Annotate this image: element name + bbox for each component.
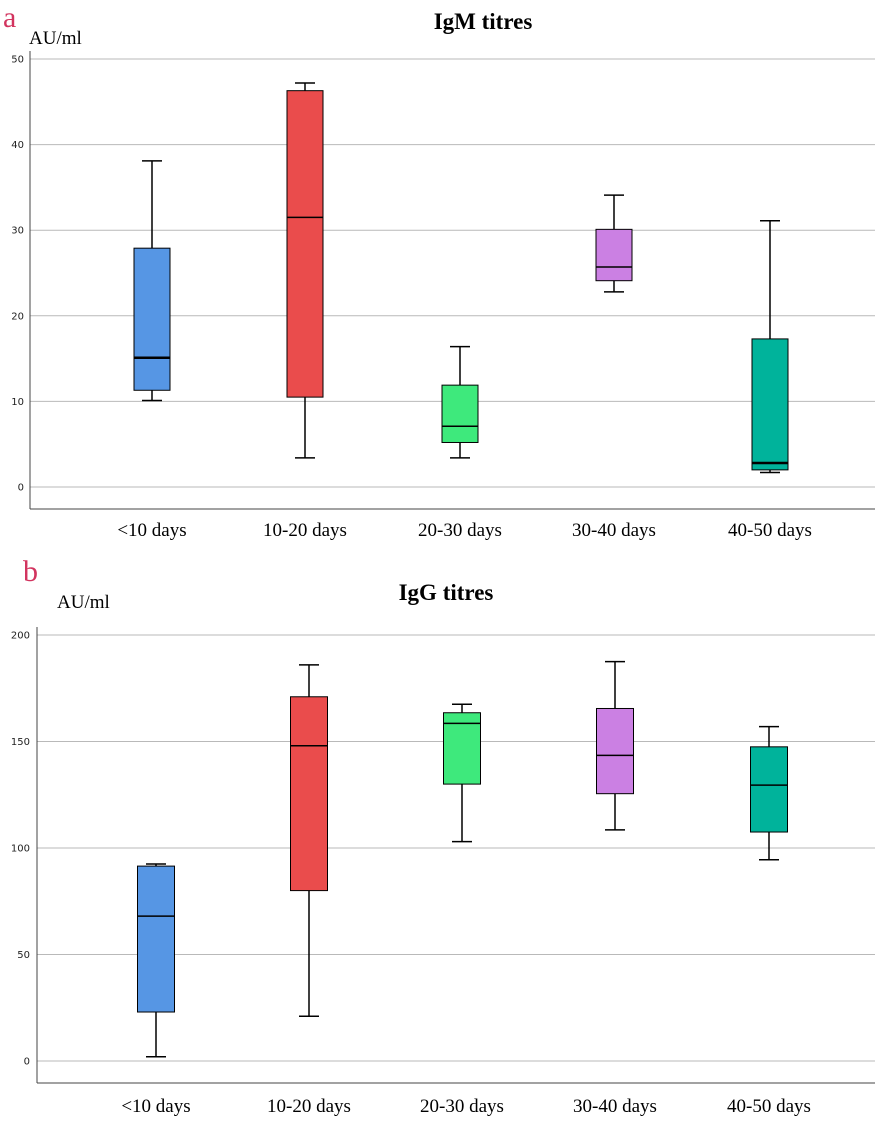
chart-a-x-ticks: <10 days 10-20 days 20-30 days 30-40 days 40… bbox=[117, 520, 812, 541]
box-plot-1 bbox=[290, 664, 328, 1018]
panel-b-igg-chart: b IgG titres AU/ml 0 50 100 150 200 <10 days… bbox=[11, 555, 875, 1117]
y-tick-label: 0 bbox=[18, 483, 24, 494]
chart-a-y-unit: AU/ml bbox=[29, 28, 82, 49]
x-tick-label: 30-40 days bbox=[573, 1096, 657, 1117]
box-plot-0 bbox=[137, 863, 175, 1058]
box-plot-1 bbox=[286, 82, 324, 459]
x-tick-label: 30-40 days bbox=[572, 520, 656, 541]
iqr-box bbox=[750, 746, 788, 833]
chart-a-title: IgM titres bbox=[434, 9, 533, 34]
y-tick-label: 200 bbox=[11, 631, 30, 642]
x-tick-label: 20-30 days bbox=[420, 1096, 504, 1117]
y-tick-label: 50 bbox=[11, 55, 24, 66]
iqr-box bbox=[137, 865, 175, 1013]
panel-a-letter: a bbox=[3, 1, 16, 34]
iqr-box bbox=[290, 696, 328, 892]
panel-a-igm-chart: a IgM titres AU/ml 0 10 20 30 40 50 <10 days 1… bbox=[3, 1, 875, 541]
x-tick-label: 10-20 days bbox=[267, 1096, 351, 1117]
x-tick-label: <10 days bbox=[117, 520, 186, 541]
chart-b-axes bbox=[36, 627, 875, 1084]
chart-b-y-unit: AU/ml bbox=[57, 592, 110, 613]
iqr-box bbox=[441, 384, 479, 443]
y-tick-label: 10 bbox=[11, 397, 24, 408]
x-tick-label: 40-50 days bbox=[728, 520, 812, 541]
chart-a-boxes bbox=[133, 82, 789, 474]
panel-b-letter: b bbox=[23, 555, 38, 588]
chart-b-title: IgG titres bbox=[399, 580, 494, 605]
y-tick-label: 0 bbox=[24, 1057, 30, 1068]
iqr-box bbox=[286, 90, 324, 398]
iqr-box bbox=[595, 228, 633, 282]
y-tick-label: 40 bbox=[11, 140, 24, 151]
y-tick-label: 50 bbox=[17, 950, 30, 961]
box-plot-0 bbox=[133, 160, 171, 402]
iqr-box bbox=[443, 712, 481, 785]
iqr-box bbox=[596, 707, 634, 795]
x-tick-label: 20-30 days bbox=[418, 520, 502, 541]
box-plot-4 bbox=[750, 725, 788, 861]
box-plot-2 bbox=[443, 703, 481, 843]
chart-a-axes bbox=[29, 51, 875, 510]
box-plot-2 bbox=[441, 345, 479, 459]
x-tick-label: 10-20 days bbox=[263, 520, 347, 541]
iqr-box bbox=[133, 247, 171, 391]
x-tick-label: 40-50 days bbox=[727, 1096, 811, 1117]
chart-a-y-ticks: 0 10 20 30 40 50 bbox=[11, 55, 24, 494]
y-tick-label: 150 bbox=[11, 737, 30, 748]
y-tick-label: 100 bbox=[11, 844, 30, 855]
y-tick-label: 30 bbox=[11, 226, 24, 237]
iqr-box bbox=[751, 338, 789, 471]
chart-b-boxes bbox=[137, 660, 788, 1058]
box-plot-4 bbox=[751, 220, 789, 474]
y-tick-label: 20 bbox=[11, 311, 24, 322]
x-tick-label: <10 days bbox=[121, 1096, 190, 1117]
box-plot-3 bbox=[596, 660, 634, 831]
chart-b-y-ticks: 0 50 100 150 200 bbox=[11, 631, 30, 1068]
chart-a-grid bbox=[30, 58, 875, 488]
chart-b-x-ticks: <10 days 10-20 days 20-30 days 30-40 days 40… bbox=[121, 1096, 811, 1117]
box-plot-3 bbox=[595, 194, 633, 293]
